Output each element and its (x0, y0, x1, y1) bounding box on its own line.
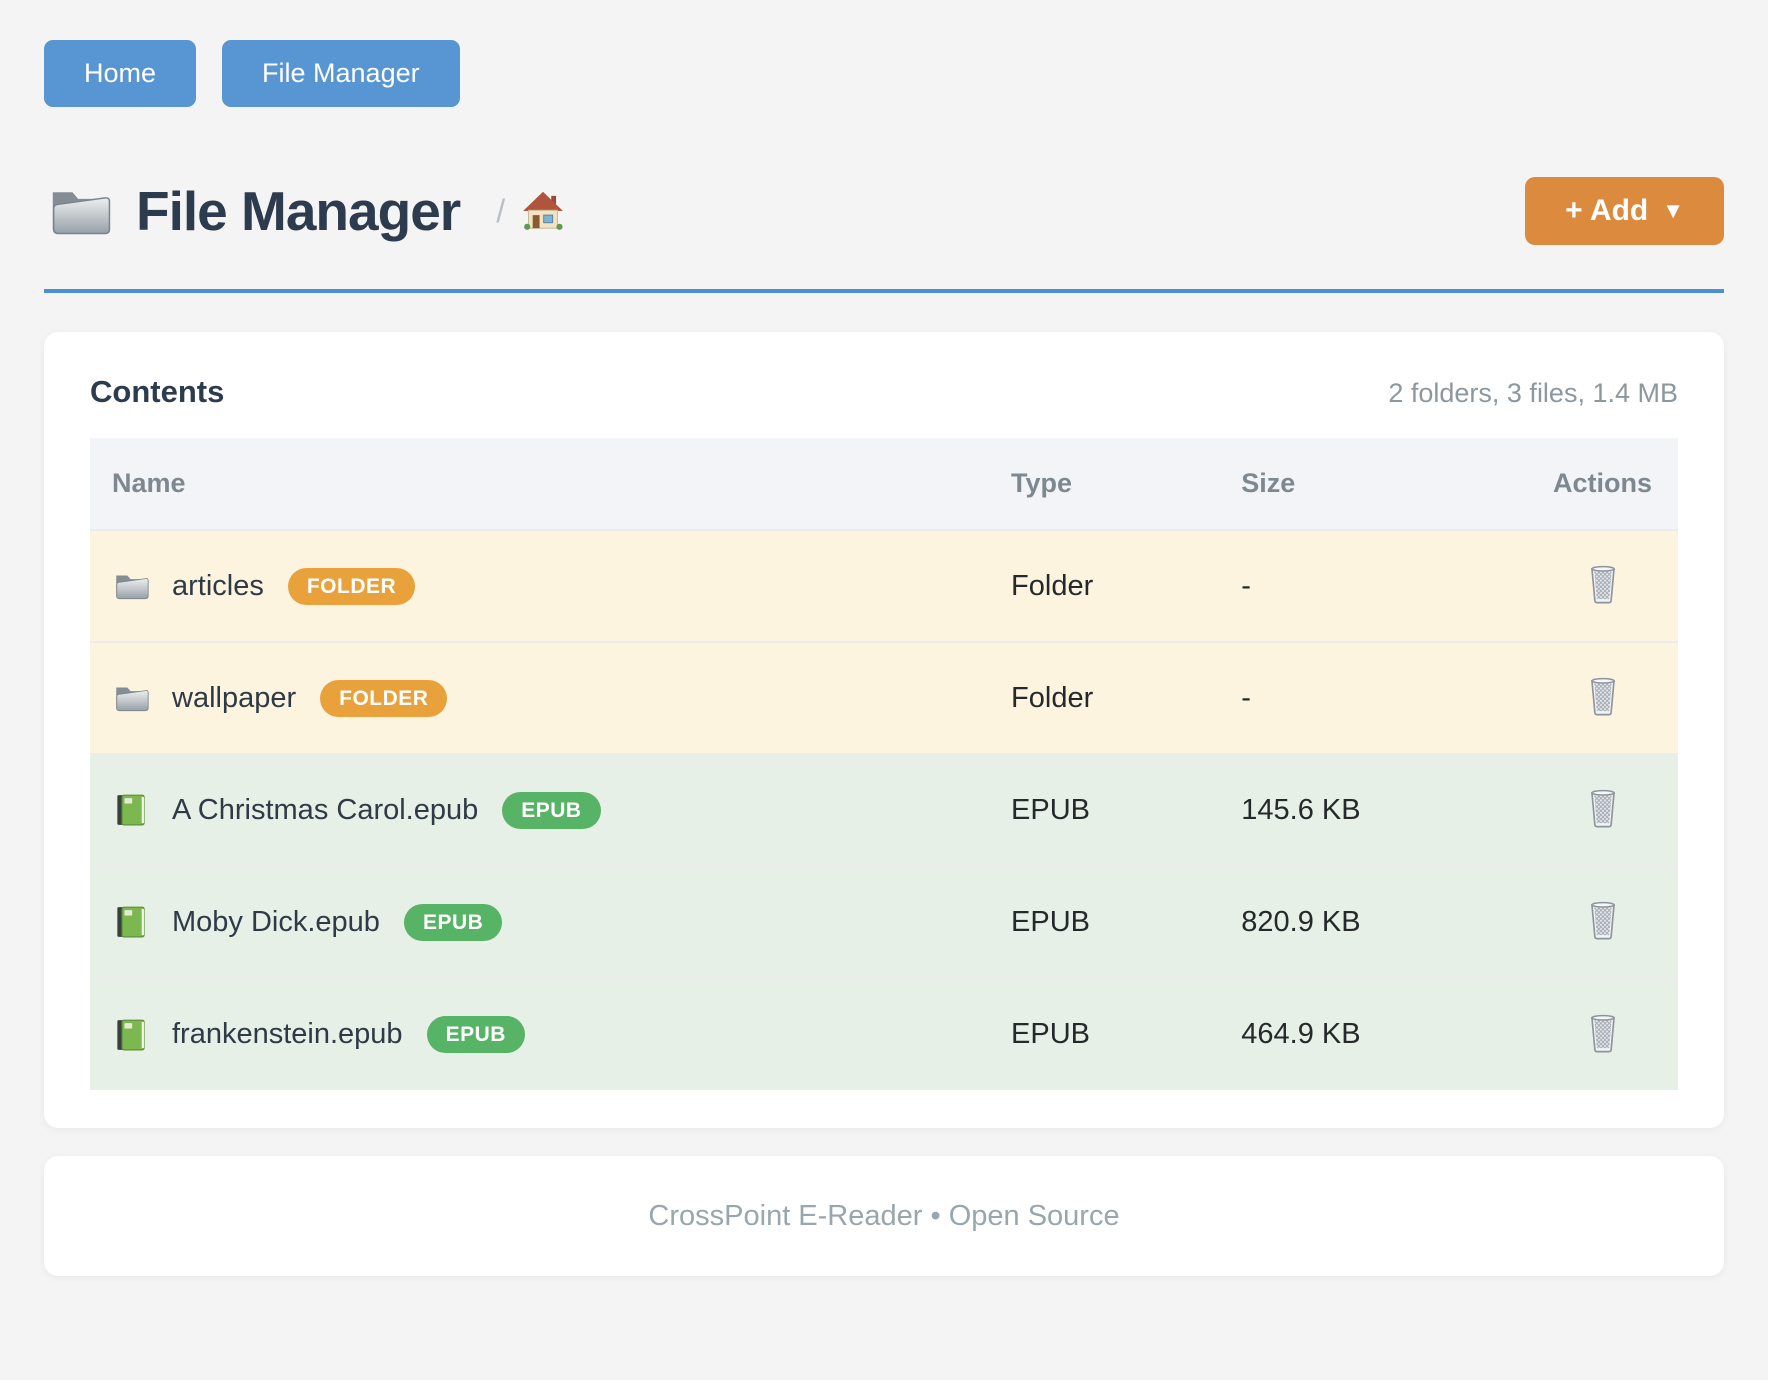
book-icon (112, 903, 150, 941)
title-group: File Manager / (44, 179, 565, 243)
folder-icon (44, 181, 114, 241)
size-cell: - (1241, 569, 1251, 602)
item-name-link[interactable]: A Christmas Carol.epub (172, 793, 479, 826)
table-row: articles FOLDER Folder - (90, 530, 1678, 642)
name-cell: articles FOLDER (90, 567, 1011, 605)
breadcrumb-home-link[interactable] (521, 189, 565, 233)
page-title: File Manager (136, 180, 461, 242)
delete-button[interactable] (1582, 1009, 1624, 1057)
type-badge: FOLDER (320, 679, 448, 717)
home-nav-button[interactable]: Home (44, 40, 197, 107)
type-badge: FOLDER (287, 567, 416, 605)
type-cell: Folder (1011, 569, 1094, 602)
size-cell: - (1241, 681, 1251, 714)
column-header-size: Size (1241, 438, 1528, 530)
file-manager-nav-button[interactable]: File Manager (222, 40, 460, 107)
book-icon (112, 791, 150, 829)
delete-button[interactable] (1582, 560, 1624, 608)
page: Home File Manager File Manager / + Add ▼… (44, 40, 1724, 1276)
footer-text: CrossPoint E-Reader • Open Source (648, 1199, 1120, 1232)
delete-button[interactable] (1582, 672, 1624, 720)
column-header-name: Name (90, 438, 1012, 530)
item-name-link[interactable]: wallpaper (172, 681, 297, 714)
trash-icon (1586, 1013, 1620, 1053)
contents-title: Contents (90, 374, 225, 409)
add-button[interactable]: + Add ▼ (1525, 177, 1724, 245)
add-button-label: + Add (1565, 194, 1649, 227)
name-cell: Moby Dick.epub EPUB (90, 903, 1011, 941)
name-cell: frankenstein.epub EPUB (90, 1016, 1011, 1054)
column-header-type: Type (1011, 438, 1242, 530)
footer-card: CrossPoint E-Reader • Open Source (44, 1156, 1724, 1276)
contents-summary: 2 folders, 3 files, 1.4 MB (1388, 378, 1678, 408)
contents-table-head: Name Type Size Actions (90, 438, 1678, 530)
contents-table-body: articles FOLDER Folder - wallpaper FOLDE… (90, 530, 1678, 1090)
type-cell: EPUB (1011, 1018, 1091, 1050)
breadcrumb-separator: / (496, 192, 506, 229)
type-cell: EPUB (1011, 793, 1091, 826)
table-row: wallpaper FOLDER Folder - (90, 642, 1678, 754)
trash-icon (1586, 564, 1620, 604)
table-row: Moby Dick.epub EPUB EPUB 820.9 KB (90, 866, 1678, 978)
item-name-link[interactable]: frankenstein.epub (172, 1018, 403, 1050)
size-cell: 464.9 KB (1241, 1018, 1361, 1050)
name-cell: A Christmas Carol.epub EPUB (90, 791, 1011, 829)
size-cell: 145.6 KB (1241, 793, 1361, 826)
table-row: frankenstein.epub EPUB EPUB 464.9 KB (90, 978, 1678, 1090)
trash-icon (1586, 788, 1620, 828)
contents-card-header: Contents 2 folders, 3 files, 1.4 MB (90, 374, 1678, 410)
type-badge: EPUB (426, 1016, 525, 1053)
column-header-actions: Actions (1527, 438, 1678, 530)
item-name-link[interactable]: Moby Dick.epub (172, 905, 380, 938)
trash-icon (1586, 676, 1620, 716)
book-icon (112, 1016, 150, 1054)
type-badge: EPUB (403, 903, 503, 941)
size-cell: 820.9 KB (1241, 905, 1361, 938)
folder-icon (112, 567, 150, 605)
item-name-link[interactable]: articles (172, 569, 264, 602)
contents-table: Name Type Size Actions articles FOLDER F… (90, 438, 1678, 1090)
type-cell: Folder (1011, 681, 1094, 714)
title-row: File Manager / + Add ▼ (44, 177, 1724, 245)
house-icon (521, 189, 565, 233)
caret-down-icon: ▼ (1662, 198, 1684, 223)
folder-icon (112, 679, 150, 717)
delete-button[interactable] (1582, 784, 1624, 832)
table-row: A Christmas Carol.epub EPUB EPUB 145.6 K… (90, 754, 1678, 866)
type-badge: EPUB (502, 791, 601, 829)
title-divider (44, 289, 1724, 293)
contents-card: Contents 2 folders, 3 files, 1.4 MB Name… (44, 332, 1724, 1128)
delete-button[interactable] (1582, 896, 1624, 944)
type-cell: EPUB (1011, 905, 1091, 938)
breadcrumb: / (496, 189, 565, 233)
trash-icon (1586, 900, 1620, 940)
top-nav: Home File Manager (44, 40, 1724, 107)
name-cell: wallpaper FOLDER (90, 679, 1011, 717)
